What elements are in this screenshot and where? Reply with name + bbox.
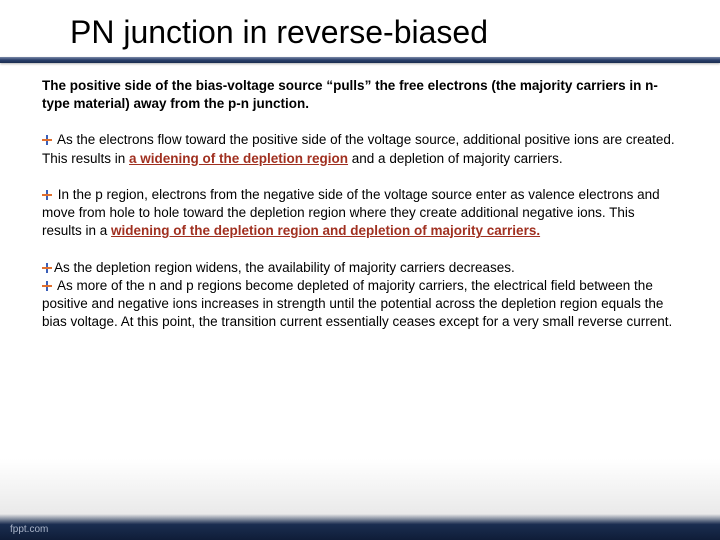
- plus-bullet-icon: [42, 280, 52, 290]
- intro-paragraph: The positive side of the bias-voltage so…: [42, 77, 678, 113]
- bullet-item-3: As the depletion region widens, the avai…: [42, 259, 678, 332]
- slide-title: PN junction in reverse-biased: [70, 14, 670, 51]
- bullet-3a-text: As the depletion region widens, the avai…: [54, 260, 515, 275]
- plus-bullet-icon: [42, 134, 52, 144]
- title-area: PN junction in reverse-biased: [0, 0, 720, 57]
- footer-bar: fppt.com: [0, 514, 720, 540]
- plus-bullet-icon: [42, 262, 52, 272]
- plus-bullet-icon: [42, 189, 52, 199]
- bullet-3b-text: As more of the n and p regions become de…: [42, 278, 672, 329]
- content-area: The positive side of the bias-voltage so…: [0, 63, 720, 331]
- bullet-2-emphasis: widening of the depletion region and dep…: [111, 223, 540, 238]
- bullet-1-text-post: and a depletion of majority carriers.: [348, 151, 563, 166]
- bullet-item-1: As the electrons flow toward the positiv…: [42, 131, 678, 167]
- footer-attribution: fppt.com: [10, 524, 48, 535]
- bullet-item-2: In the p region, electrons from the nega…: [42, 186, 678, 241]
- bullet-1-emphasis: a widening of the depletion region: [129, 151, 348, 166]
